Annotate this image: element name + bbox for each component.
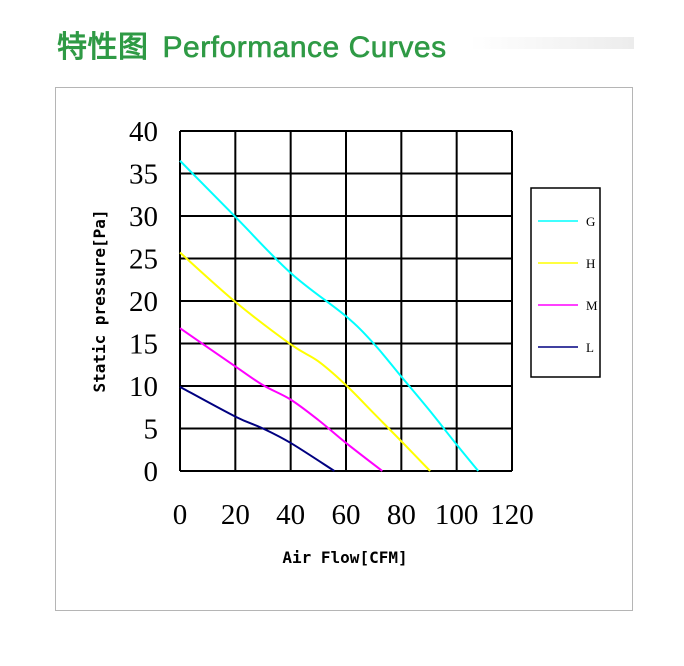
y-tick-label: 35 (129, 159, 158, 191)
page-title: 特性图 Performance Curves (57, 22, 447, 66)
x-tick-label: 80 (387, 499, 416, 531)
y-tick-label: 15 (129, 329, 158, 361)
y-axis-label: Static pressure[Pa] (90, 209, 109, 392)
x-tick-label: 120 (490, 499, 534, 531)
x-tick-label: 60 (332, 499, 361, 531)
x-tick-label: 40 (276, 499, 305, 531)
x-axis-label: Air Flow[CFM] (282, 548, 407, 567)
x-tick-label: 100 (435, 499, 479, 531)
chart-frame (55, 87, 633, 611)
legend-label-L: L (586, 340, 594, 355)
title-en: Performance Curves (162, 31, 447, 65)
y-tick-label: 25 (129, 244, 158, 276)
y-tick-label: 30 (129, 201, 158, 233)
y-tick-label: 40 (129, 116, 158, 148)
y-tick-label: 10 (129, 371, 158, 403)
y-tick-label: 0 (144, 456, 159, 488)
legend-label-H: H (586, 256, 595, 271)
legend-label-M: M (586, 298, 598, 313)
series-line-G (179, 160, 480, 472)
series-line-L (179, 385, 335, 472)
series-line-H (179, 251, 431, 472)
legend-box (530, 187, 601, 378)
series-line-M (179, 327, 383, 472)
y-tick-label: 5 (144, 414, 159, 446)
title-decoration-bar (470, 37, 634, 49)
y-tick-label: 20 (129, 286, 158, 318)
x-tick-label: 20 (221, 499, 250, 531)
legend-label-G: G (586, 214, 595, 229)
x-tick-label: 0 (173, 499, 188, 531)
title-cn: 特性图 (57, 31, 149, 64)
